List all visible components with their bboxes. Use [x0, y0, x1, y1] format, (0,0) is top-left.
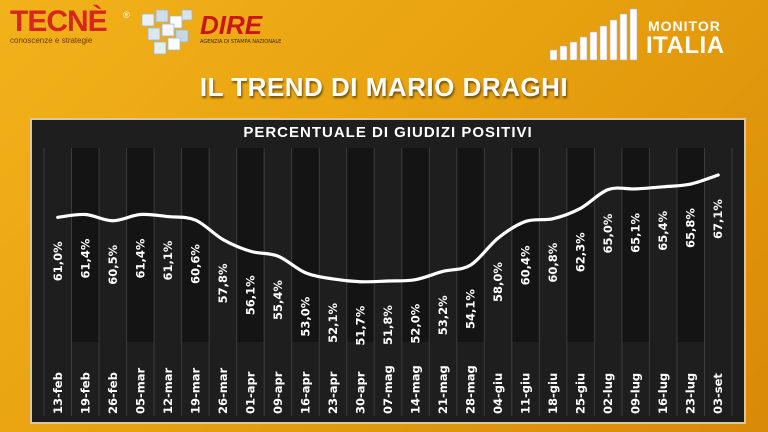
data-label: 61,1% [161, 240, 175, 280]
tecne-logo: TECNÈ ® conoscenze e strategie [10, 6, 130, 52]
grid-column [264, 148, 292, 342]
grid-column [374, 148, 402, 342]
tecne-tagline: conoscenze e strategie [10, 36, 93, 45]
x-tick-label: 13-feb [51, 372, 65, 414]
data-label: 53,2% [436, 295, 450, 335]
data-label: 52,0% [409, 303, 423, 343]
x-tick-label: 30-apr [353, 371, 367, 414]
grid-column [704, 148, 732, 342]
data-label: 65,1% [629, 212, 643, 252]
grid-column [429, 148, 457, 342]
x-tick-label: 11-giu [519, 373, 533, 414]
x-tick-label: 19-feb [78, 372, 92, 414]
chart-title: IL TREND DI MARIO DRAGHI [199, 72, 569, 102]
x-tick-label: 03-set [711, 373, 725, 414]
x-tick-label: 14-mag [409, 365, 423, 414]
chart-panel: 61,0% 61,4% 60,5% 61,4% 61,1% 60,6% 57,8% 56,1%… [30, 118, 746, 424]
registered-mark: ® [123, 10, 130, 20]
data-label: 61,4% [78, 238, 92, 278]
bars-icon [549, 8, 638, 61]
x-tick-label: 07-mag [381, 365, 395, 414]
grid-column [594, 148, 622, 342]
x-tick-label: 16-lug [656, 373, 670, 414]
data-label: 61,0% [51, 241, 65, 281]
italia-label: ITALIA [646, 32, 725, 59]
x-tick-label: 05-mar [133, 367, 147, 414]
data-label: 65,8% [684, 208, 698, 248]
data-label: 65,4% [656, 210, 670, 250]
x-tick-label: 04-giu [491, 373, 505, 414]
dire-logo: DIRE AGENZIA DI STAMPA NAZIONALE [200, 12, 281, 45]
data-label: 62,3% [574, 232, 588, 272]
x-tick-label: 18-giu [546, 373, 560, 414]
grid-column [154, 148, 182, 342]
grid-column [511, 148, 540, 342]
data-label: 61,4% [133, 238, 147, 278]
dire-tagline: AGENZIA DI STAMPA NAZIONALE [200, 39, 282, 45]
x-tick-label: 01-apr [243, 371, 257, 414]
grid-column [566, 148, 595, 342]
x-tick-label: 21-mag [436, 365, 450, 414]
grid-column [291, 148, 320, 342]
grid-column [621, 148, 650, 342]
x-tick-label: 19-mar [188, 367, 202, 414]
data-label: 56,1% [243, 275, 257, 315]
grid-column [346, 148, 375, 342]
grid-column [456, 148, 485, 342]
monitor-italia-logo: MONITOR ITALIA [548, 8, 758, 62]
grid-column [71, 148, 100, 342]
x-tick-label: 02-lug [601, 373, 615, 414]
grid-column [126, 148, 155, 342]
data-label: 60,5% [106, 244, 120, 284]
data-label: 53,0% [298, 296, 312, 336]
grid-column [539, 148, 567, 342]
x-tick-label: 09-apr [271, 371, 285, 414]
x-tick-label: 23-lug [684, 373, 698, 414]
grid-column [484, 148, 512, 342]
data-label: 54,1% [464, 289, 478, 329]
data-label: 60,4% [519, 245, 533, 285]
x-tick-label: 23-apr [326, 371, 340, 414]
data-label: 67,1% [711, 199, 725, 239]
x-tick-label: 12-mar [161, 367, 175, 414]
data-label: 57,8% [216, 263, 230, 303]
x-tick-label: 16-apr [298, 371, 312, 414]
data-label: 51,8% [381, 305, 395, 345]
grid-column [649, 148, 677, 342]
grid-column [44, 148, 72, 342]
grid-column [181, 148, 210, 342]
x-tick-label: 28-mag [464, 365, 478, 414]
x-tick-label: 25-giu [574, 373, 588, 414]
series-line [56, 173, 720, 284]
x-tick-label: 26-mar [216, 367, 230, 414]
grid-column [401, 148, 430, 342]
data-label: 55,4% [271, 280, 285, 320]
grid-column [319, 148, 347, 342]
data-label: 60,6% [188, 244, 202, 284]
data-label: 65,0% [601, 213, 615, 253]
data-label: 58,0% [491, 262, 505, 302]
grid-column [99, 148, 127, 342]
chart-subtitle: PERCENTUALE DI GIUDIZI POSITIVI [243, 124, 533, 141]
grid-column [236, 148, 265, 342]
tecne-name: TECNÈ [10, 5, 108, 38]
monitor-label: MONITOR [648, 18, 721, 34]
data-label: 52,1% [326, 303, 340, 343]
header: TECNÈ ® conoscenze e strategie DIRE AGEN… [0, 0, 768, 70]
data-label: 51,7% [353, 305, 367, 345]
cubes-logo-icon [136, 6, 200, 62]
data-label: 60,8% [546, 242, 560, 282]
dire-name: DIRE [200, 10, 263, 40]
x-tick-label: 09-lug [629, 373, 643, 414]
line-chart: 61,0% 61,4% 60,5% 61,4% 61,1% 60,6% 57,8% 56,1%… [43, 148, 733, 416]
x-tick-label: 26-feb [106, 372, 120, 414]
